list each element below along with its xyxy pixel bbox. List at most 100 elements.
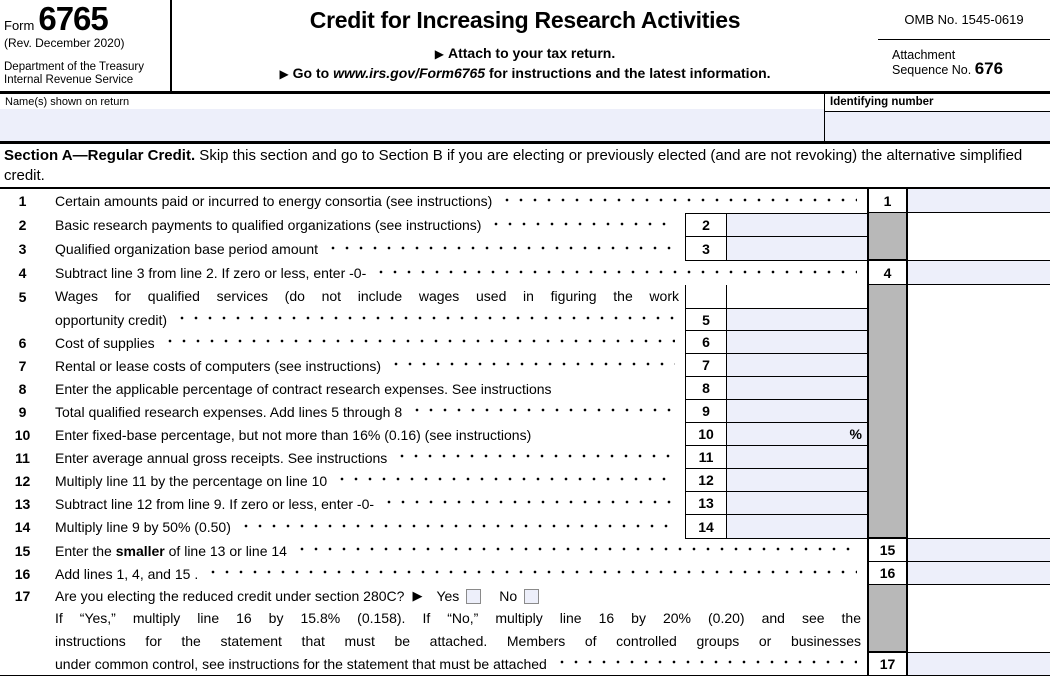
line-13-text: Subtract line 12 from line 9. If zero or… bbox=[55, 495, 375, 512]
line-5-amount-input[interactable] bbox=[727, 308, 867, 331]
line-5-number: 5 bbox=[18, 288, 27, 305]
line-6-text: Cost of supplies bbox=[55, 334, 155, 351]
dot-leader bbox=[395, 446, 675, 469]
line-13-amount-input[interactable] bbox=[727, 492, 867, 515]
dot-leader bbox=[489, 213, 675, 237]
dot-leader bbox=[238, 515, 675, 539]
line-9-amount-input[interactable] bbox=[727, 400, 867, 423]
name-input[interactable] bbox=[0, 109, 824, 141]
dot-leader bbox=[382, 492, 675, 515]
shaded-cell bbox=[867, 469, 908, 492]
line-14-amount-input[interactable] bbox=[727, 515, 867, 539]
form-number-line: Form 6765 bbox=[4, 0, 166, 37]
shaded-cell bbox=[867, 423, 908, 446]
pointer-icon: ▶ bbox=[434, 47, 444, 61]
line-11-box-label: 11 bbox=[685, 446, 727, 469]
form-number: 6765 bbox=[38, 0, 108, 37]
form-line-6: 6 Cost of supplies 6 bbox=[0, 331, 1050, 354]
dot-leader bbox=[175, 308, 675, 331]
line-11-amount-input[interactable] bbox=[727, 446, 867, 469]
percent-sign: % bbox=[849, 426, 862, 442]
blank-cell bbox=[908, 515, 1050, 539]
line-4-amount-input[interactable] bbox=[908, 261, 1050, 285]
form-line-4: 4 Subtract line 3 from line 2. If zero o… bbox=[0, 261, 1050, 285]
section-a-heading: Section A—Regular Credit. Skip this sect… bbox=[0, 144, 1050, 187]
goto-post: for instructions and the latest informat… bbox=[485, 65, 771, 81]
line-2-amount-input[interactable] bbox=[727, 213, 867, 237]
form-line-8: 8 Enter the applicable percentage of con… bbox=[0, 377, 1050, 400]
yes-checkbox[interactable] bbox=[466, 588, 482, 604]
form-line-17-para-3: under common control, see instructions f… bbox=[0, 653, 1050, 675]
line-4-box-label: 4 bbox=[867, 261, 908, 285]
blank-cell bbox=[908, 423, 1050, 446]
shaded-cell bbox=[867, 308, 908, 331]
line-16-amount-input[interactable] bbox=[908, 562, 1050, 585]
line-17-amount-input[interactable] bbox=[908, 653, 1050, 675]
line-8-amount-input[interactable] bbox=[727, 377, 867, 400]
line-6-amount-input[interactable] bbox=[727, 331, 867, 354]
goto-note: ▶ Go to www.irs.gov/Form6765 for instruct… bbox=[279, 65, 770, 81]
line-5-box-spacer bbox=[685, 285, 727, 308]
form-line-17-para-2: instructions for the statement that must… bbox=[0, 630, 1050, 653]
agency-block: Department of the Treasury Internal Reve… bbox=[4, 61, 166, 89]
line-15-number: 15 bbox=[14, 542, 31, 559]
blank-cell bbox=[908, 331, 1050, 354]
line-15-text-bold: smaller bbox=[115, 542, 165, 559]
form-title-block: Credit for Increasing Research Activitie… bbox=[172, 0, 878, 91]
form-line-7: 7 Rental or lease costs of computers (se… bbox=[0, 354, 1050, 377]
line-4-text: Subtract line 3 from line 2. If zero or … bbox=[55, 265, 367, 281]
blank-cell bbox=[908, 630, 1050, 653]
line-16-text: Add lines 1, 4, and 15 . bbox=[55, 565, 199, 582]
line-10-number: 10 bbox=[14, 426, 31, 443]
shaded-cell bbox=[867, 237, 908, 261]
form-line-9: 9 Total qualified research expenses. Add… bbox=[0, 400, 1050, 423]
line-5-text-2: opportunity credit) bbox=[55, 311, 168, 328]
line-14-number: 14 bbox=[14, 519, 31, 535]
shaded-cell bbox=[867, 585, 908, 607]
form-id-block: Form 6765 (Rev. December 2020) Departmen… bbox=[0, 0, 172, 91]
shaded-cell bbox=[867, 446, 908, 469]
line-5-text-1: Wages for qualified services (do not inc… bbox=[55, 288, 679, 304]
form-line-5b: opportunity credit) 5 bbox=[0, 308, 1050, 331]
form-line-11: 11 Enter average annual gross receipts. … bbox=[0, 446, 1050, 469]
agency-line-1: Department of the Treasury bbox=[4, 61, 144, 73]
line-7-amount-input[interactable] bbox=[727, 354, 867, 377]
line-1-amount-input[interactable] bbox=[908, 189, 1050, 213]
form-line-5a: 5 Wages for qualified services (do not i… bbox=[0, 285, 1050, 308]
line-11-number: 11 bbox=[15, 449, 30, 466]
form-line-10: 10 Enter fixed-base percentage, but not … bbox=[0, 423, 1050, 446]
identifying-number-input[interactable] bbox=[825, 112, 1050, 141]
line-15-amount-input[interactable] bbox=[908, 539, 1050, 562]
line-12-box-label: 12 bbox=[685, 469, 727, 492]
omb-number: OMB No. 1545-0619 bbox=[878, 0, 1050, 40]
goto-url: www.irs.gov/Form6765 bbox=[333, 65, 486, 81]
blank-cell bbox=[908, 446, 1050, 469]
blank-cell bbox=[908, 308, 1050, 331]
dot-leader bbox=[326, 237, 675, 261]
name-cell: Name(s) shown on return bbox=[0, 94, 825, 141]
dot-leader bbox=[162, 331, 675, 354]
line-17-box-label: 17 bbox=[867, 653, 908, 675]
line-12-amount-input[interactable] bbox=[727, 469, 867, 492]
shaded-cell bbox=[867, 400, 908, 423]
blank-cell bbox=[908, 377, 1050, 400]
identifying-number-label: Identifying number bbox=[825, 94, 1050, 112]
line-3-amount-input[interactable] bbox=[727, 237, 867, 261]
form-line-2: 2 Basic research payments to qualified o… bbox=[0, 213, 1050, 237]
line-10-percent-input[interactable]: % bbox=[727, 423, 867, 446]
line-16-box-label: 16 bbox=[867, 562, 908, 585]
line-6-box-label: 6 bbox=[685, 331, 727, 354]
shaded-cell bbox=[867, 213, 908, 237]
line-14-text: Multiply line 9 by 50% (0.50) bbox=[55, 519, 231, 535]
shaded-cell bbox=[867, 515, 908, 539]
line-6-number: 6 bbox=[18, 334, 27, 351]
form-header: Form 6765 (Rev. December 2020) Departmen… bbox=[0, 0, 1050, 94]
line-3-box-label: 3 bbox=[685, 237, 727, 261]
omb-block: OMB No. 1545-0619 Attachment Sequence No… bbox=[878, 0, 1050, 91]
shaded-cell bbox=[867, 331, 908, 354]
form-line-17-para-1: If “Yes,” multiply line 16 by 15.8% (0.1… bbox=[0, 607, 1050, 630]
blank-cell bbox=[908, 354, 1050, 377]
blank-cell bbox=[908, 400, 1050, 423]
no-checkbox[interactable] bbox=[524, 588, 540, 604]
section-a-heading-bold: Section A—Regular Credit. bbox=[4, 147, 196, 164]
